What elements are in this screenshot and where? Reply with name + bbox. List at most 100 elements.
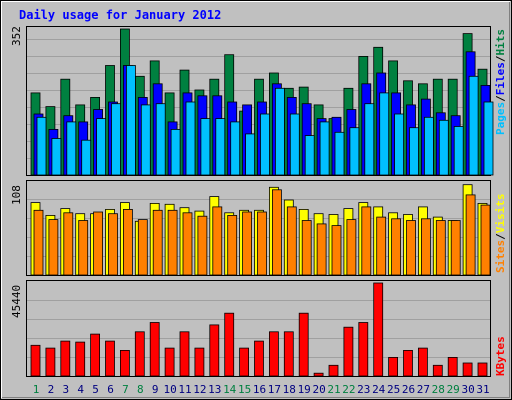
day-label-4: 4 xyxy=(77,383,84,396)
bar-sites-day-27 xyxy=(420,218,431,276)
bar-kbytes-day-3 xyxy=(60,340,71,377)
bar-pages-day-31 xyxy=(483,101,494,176)
day-label-12: 12 xyxy=(193,383,206,396)
bar-sites-day-11 xyxy=(182,212,193,276)
bar-kbytes-day-14 xyxy=(224,312,235,377)
bar-sites-day-25 xyxy=(391,218,402,276)
bar-sites-day-24 xyxy=(376,216,387,276)
bar-kbytes-day-26 xyxy=(403,349,413,377)
bar-sites-day-9 xyxy=(152,209,163,276)
bar-sites-day-15 xyxy=(242,211,253,276)
bar-sites-day-6 xyxy=(108,213,118,276)
bar-sites-day-10 xyxy=(167,209,178,276)
bar-pages-day-23 xyxy=(364,103,375,176)
bar-kbytes-day-17 xyxy=(268,331,279,377)
bar-kbytes-day-2 xyxy=(45,347,56,377)
day-label-26: 26 xyxy=(402,383,415,396)
bar-pages-day-15 xyxy=(245,133,256,176)
bar-kbytes-day-11 xyxy=(179,331,190,377)
day-label-28: 28 xyxy=(432,383,445,396)
bar-pages-day-24 xyxy=(379,92,390,176)
day-label-24: 24 xyxy=(372,383,386,396)
day-label-29: 29 xyxy=(447,383,460,396)
day-label-20: 20 xyxy=(312,383,325,396)
bar-pages-day-21 xyxy=(334,131,345,176)
bar-pages-day-28 xyxy=(438,119,449,176)
bar-kbytes-day-9 xyxy=(149,322,160,377)
bar-sites-day-12 xyxy=(197,215,208,276)
bar-kbytes-day-18 xyxy=(283,331,294,377)
day-label-22: 22 xyxy=(342,383,355,396)
bar-pages-day-1 xyxy=(36,116,47,176)
day-label-21: 21 xyxy=(327,383,340,396)
bar-kbytes-day-28 xyxy=(432,364,443,377)
bar-kbytes-day-22 xyxy=(343,326,354,377)
bar-kbytes-day-4 xyxy=(75,341,86,377)
bar-pages-day-7 xyxy=(126,65,136,176)
bars-layer xyxy=(30,28,494,377)
day-label-8: 8 xyxy=(137,383,144,396)
legend-sep-2: / xyxy=(494,55,507,62)
bar-sites-day-2 xyxy=(48,219,59,276)
bar-kbytes-day-16 xyxy=(254,340,264,377)
bar-sites-day-5 xyxy=(93,211,103,276)
bar-sites-day-4 xyxy=(78,220,89,276)
day-label-15: 15 xyxy=(238,383,251,396)
bar-pages-day-18 xyxy=(289,113,300,176)
bar-pages-day-30 xyxy=(468,75,479,176)
bar-kbytes-day-29 xyxy=(447,356,458,377)
day-label-1: 1 xyxy=(33,383,40,396)
day-labels: 1 2 3 4 5 6 7 8 9 10 11 12 13 14 15 16 17 18 19 20 21 22 23 24 2… xyxy=(33,383,490,396)
legend-sep-1: / xyxy=(494,95,507,102)
bar-sites-day-22 xyxy=(346,219,357,276)
bar-pages-day-6 xyxy=(111,103,121,176)
bar-sites-day-3 xyxy=(63,212,74,276)
bar-sites-day-19 xyxy=(301,220,312,276)
middle-legend: Sites/Visits xyxy=(494,194,507,274)
day-label-30: 30 xyxy=(461,383,474,396)
bar-kbytes-day-15 xyxy=(239,347,250,377)
bar-kbytes-day-7 xyxy=(120,349,130,377)
bar-sites-day-26 xyxy=(406,220,416,276)
chart-title: Daily usage for January 2012 xyxy=(19,8,221,22)
day-label-9: 9 xyxy=(152,383,159,396)
bar-sites-day-7 xyxy=(123,208,133,276)
day-label-16: 16 xyxy=(253,383,266,396)
bar-pages-day-4 xyxy=(81,139,92,176)
bar-pages-day-10 xyxy=(170,128,181,176)
bar-sites-day-20 xyxy=(316,223,327,276)
bar-sites-day-28 xyxy=(435,220,446,276)
legend-sites: Sites xyxy=(494,240,507,273)
bar-pages-day-5 xyxy=(96,118,106,176)
bar-kbytes-day-13 xyxy=(209,324,220,377)
middle-max-label: 108 xyxy=(10,185,23,205)
legend-hits: Hits xyxy=(494,29,507,56)
day-label-18: 18 xyxy=(283,383,296,396)
bar-kbytes-day-23 xyxy=(358,322,369,377)
bar-sites-day-8 xyxy=(137,219,148,276)
bar-pages-day-13 xyxy=(215,118,226,176)
bar-kbytes-day-12 xyxy=(194,347,205,377)
bar-sites-day-16 xyxy=(257,211,267,276)
bar-pages-day-22 xyxy=(349,127,360,176)
day-label-25: 25 xyxy=(387,383,400,396)
bar-kbytes-day-21 xyxy=(328,364,339,377)
legend-pages: Pages xyxy=(494,102,507,135)
legend-sep-3: / xyxy=(494,233,507,240)
bar-sites-day-17 xyxy=(271,189,282,276)
bar-sites-day-1 xyxy=(33,209,44,276)
top-legend: Pages/Files/Hits xyxy=(494,29,507,135)
bar-kbytes-day-20 xyxy=(313,372,324,377)
day-label-11: 11 xyxy=(178,383,191,396)
bar-pages-day-17 xyxy=(274,87,285,176)
bar-pages-day-8 xyxy=(140,104,151,176)
day-label-2: 2 xyxy=(48,383,55,396)
bar-kbytes-day-31 xyxy=(477,362,488,377)
day-label-31: 31 xyxy=(476,383,489,396)
bar-kbytes-day-27 xyxy=(417,347,428,377)
bar-kbytes-day-6 xyxy=(105,340,115,377)
day-label-10: 10 xyxy=(163,383,176,396)
day-label-14: 14 xyxy=(223,383,237,396)
